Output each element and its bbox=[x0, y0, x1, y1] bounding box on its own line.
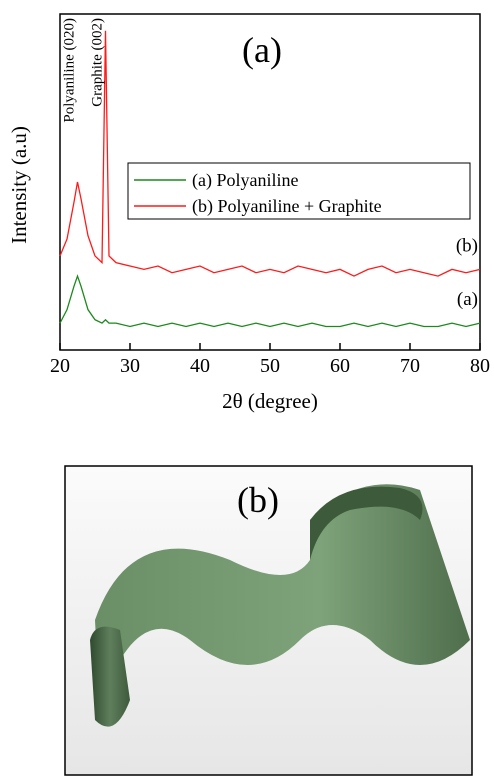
figure: (a) 2θ (degree) Intensity (a.u) (b) 20 30… bbox=[0, 0, 494, 783]
x-tick-label: 70 bbox=[400, 355, 420, 377]
photo-label: (b) bbox=[237, 480, 279, 520]
legend-label: (b) Polyaniline + Graphite bbox=[192, 196, 382, 217]
x-tick-label: 80 bbox=[470, 355, 490, 377]
x-tick-label: 20 bbox=[50, 355, 70, 377]
y-axis-label: Intensity (a.u) bbox=[7, 126, 31, 244]
chart-title: (a) bbox=[242, 30, 282, 70]
annotation: Graphite (002) bbox=[90, 18, 106, 107]
x-tick-label: 40 bbox=[190, 355, 210, 377]
photo: (b) bbox=[65, 466, 472, 775]
legend-label: (a) Polyaniline bbox=[192, 170, 298, 191]
x-tick-label: 50 bbox=[260, 355, 280, 377]
series-line bbox=[60, 276, 480, 326]
x-tick-label: 60 bbox=[330, 355, 350, 377]
annotation: Polyaniline (020) bbox=[62, 18, 78, 123]
curve-label: (a) bbox=[457, 289, 478, 310]
x-axis-label: 2θ (degree) bbox=[222, 389, 318, 413]
curve-label: (b) bbox=[456, 235, 478, 256]
x-tick-label: 30 bbox=[120, 355, 140, 377]
